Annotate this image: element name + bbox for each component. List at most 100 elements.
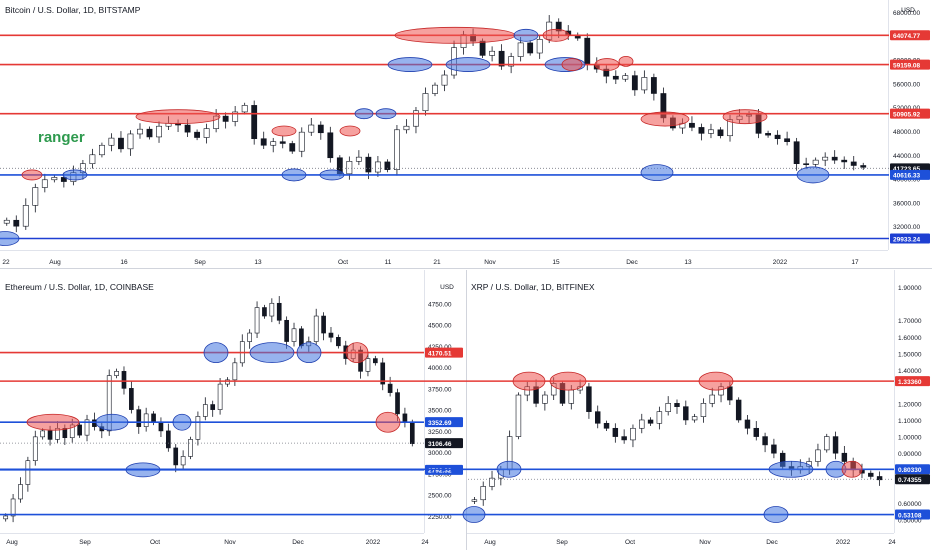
btc-support-ellipse — [375, 108, 397, 120]
eth-candle-body — [202, 404, 208, 417]
eth-candle-body — [373, 358, 378, 364]
eth-candle-body — [225, 379, 230, 385]
eth-panel: Ethereum / U.S. Dollar, 1D, COINBASE USD… — [0, 282, 463, 546]
xrp-candle-body — [683, 406, 689, 421]
xrp-price-tick-label: 1.00000 — [898, 435, 922, 442]
btc-support-ellipse — [796, 166, 830, 184]
eth-time-tick-label: 24 — [421, 539, 429, 546]
btc-candle-body — [279, 141, 286, 144]
btc-candle-body — [346, 161, 353, 175]
eth-time-tick-label: Oct — [150, 539, 160, 546]
eth-candle-body — [321, 315, 326, 334]
xrp-candle-body — [753, 427, 759, 437]
xrp-price-tick-label: 0.50000 — [898, 518, 922, 525]
eth-support-ellipse — [296, 342, 322, 364]
xrp-chart-title: XRP / U.S. Dollar, 1D, BITFINEX — [471, 282, 595, 292]
xrp-support-ellipse — [462, 506, 486, 523]
btc-price-tick-label: 32000.00 — [893, 224, 920, 231]
xrp-candle-body — [665, 403, 671, 412]
eth-price-tick-label: 2250.00 — [428, 514, 452, 521]
btc-support-ellipse — [62, 169, 88, 181]
xrp-price-tick-label: 1.40000 — [898, 368, 922, 375]
btc-candle-body — [689, 122, 695, 128]
xrp-level-badge — [895, 474, 930, 485]
xrp-panel: XRP / U.S. Dollar, 1D, BITFINEX 1.90000 1… — [0, 282, 930, 546]
btc-candle-body — [384, 161, 391, 170]
eth-candle-body — [136, 409, 142, 427]
btc-candle-body — [194, 131, 201, 138]
btc-candle-body — [631, 75, 638, 91]
xrp-time-tick-label: Dec — [766, 539, 778, 546]
xrp-support-ellipse — [768, 460, 814, 478]
btc-candle-body — [432, 84, 438, 94]
xrp-price-tick-label: 1.90000 — [898, 285, 922, 292]
btc-candle-body — [698, 127, 705, 134]
btc-price-tick-label: 44000.00 — [893, 153, 920, 160]
xrp-candle-body — [586, 386, 592, 412]
eth-price-tick-label: 4000.00 — [428, 365, 452, 372]
eth-level-label: 3352.69 — [428, 420, 452, 427]
btc-time-tick-label: 17 — [851, 259, 859, 266]
xrp-candle-body — [639, 419, 645, 429]
btc-candle-body — [812, 159, 819, 165]
btc-candle-body — [3, 219, 10, 224]
btc-candle-body — [99, 144, 105, 156]
xrp-resistance-ellipse — [841, 460, 863, 478]
eth-candle-body — [32, 436, 38, 461]
eth-candle-body — [328, 332, 334, 338]
eth-price-tick-label: 3500.00 — [428, 408, 452, 415]
btc-support-ellipse — [387, 57, 433, 72]
eth-candle-body — [402, 413, 408, 423]
xrp-candle-body — [630, 427, 636, 441]
btc-candle-body — [22, 205, 29, 227]
btc-candle-body — [355, 156, 362, 162]
eth-price-tick-label: 4250.00 — [428, 344, 452, 351]
eth-candle-body — [380, 362, 386, 385]
btc-candle-body — [222, 115, 229, 122]
btc-candle-body — [251, 105, 258, 140]
btc-time-tick-label: 22 — [2, 259, 10, 266]
eth-support-ellipse — [95, 413, 129, 431]
btc-candle-body — [156, 125, 162, 138]
btc-time-tick-label: 15 — [552, 259, 560, 266]
btc-resistance-ellipse — [135, 109, 221, 125]
eth-price-tick-label: 3000.00 — [428, 450, 452, 457]
eth-candle-body — [387, 383, 393, 393]
btc-price-tick-label: 56000.00 — [893, 81, 920, 88]
btc-level-label: 50905.92 — [893, 111, 920, 118]
btc-time-tick-label: Dec — [626, 259, 638, 266]
xrp-resistance-ellipse — [698, 371, 734, 391]
eth-candle-body — [262, 307, 267, 317]
eth-candle-body — [151, 413, 156, 423]
btc-level-badge — [890, 59, 930, 70]
eth-support-ellipse — [172, 413, 192, 431]
eth-candle-body — [10, 498, 16, 517]
btc-time-tick-label: 11 — [385, 259, 392, 266]
xrp-time-tick-label: Sep — [556, 539, 568, 546]
btc-level-label: 59159.08 — [893, 62, 920, 69]
btc-candle-body — [831, 156, 838, 161]
btc-level-label: 40616.33 — [893, 173, 920, 180]
btc-price-tick-label: 68000.00 — [893, 10, 920, 17]
btc-candle-body — [641, 77, 648, 91]
eth-candle-body — [195, 416, 201, 440]
eth-candle-body — [129, 388, 134, 410]
btc-candle-body — [441, 74, 448, 86]
btc-time-tick-label: Aug — [49, 259, 61, 266]
btc-candle-body — [822, 156, 829, 161]
xrp-candle-body — [480, 486, 486, 501]
btc-support-ellipse — [513, 28, 539, 42]
xrp-level-label: 1.33360 — [898, 379, 922, 386]
btc-candle-body — [717, 129, 724, 137]
xrp-candle-body — [568, 389, 575, 404]
eth-price-tick-label: 3250.00 — [428, 429, 452, 436]
eth-time-tick-label: Sep — [79, 539, 91, 546]
btc-candle-body — [298, 131, 305, 152]
xrp-time-tick-label: Aug — [484, 539, 496, 546]
btc-candle-body — [860, 165, 867, 168]
btc-candle-body — [413, 110, 419, 127]
eth-price-tick-label: 4750.00 — [428, 301, 452, 308]
btc-candle-body — [317, 124, 324, 134]
btc-support-ellipse — [0, 231, 20, 246]
xrp-time-tick-label: 24 — [888, 539, 896, 546]
